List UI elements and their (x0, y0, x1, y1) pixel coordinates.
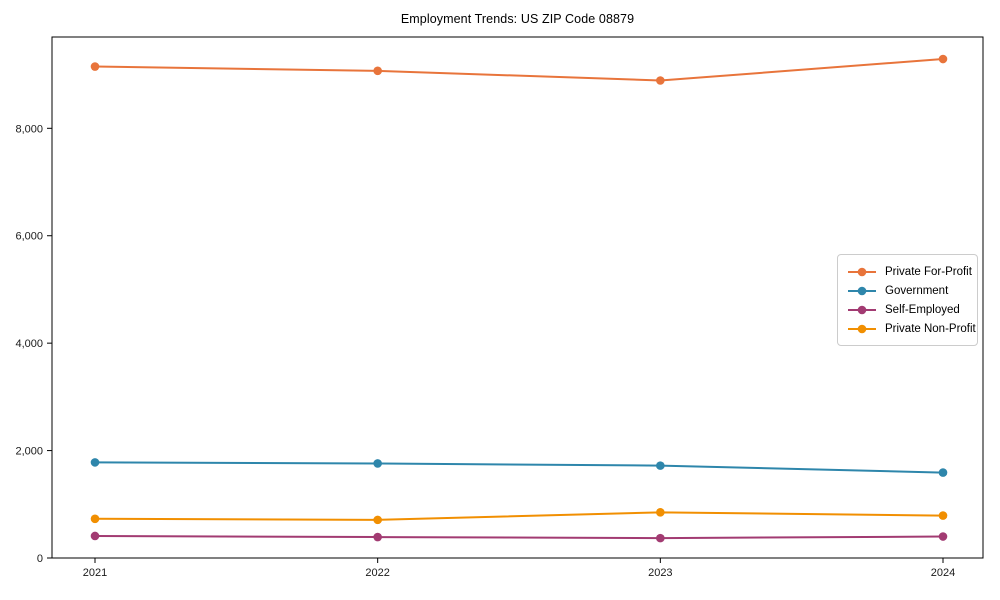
plot-border (51, 36, 984, 559)
series-line-government (94, 461, 944, 474)
data-point-private-for-profit-2021 (90, 62, 100, 71)
data-point-self-employed-2022 (373, 532, 382, 542)
data-point-private-for-profit-2023 (656, 76, 665, 85)
legend-label: Private For-Profit (885, 265, 972, 278)
data-point-government-2022 (373, 459, 382, 468)
data-point-government-2023 (656, 461, 665, 470)
legend-label: Self-Employed (885, 303, 960, 316)
chart-title: Employment Trends: US ZIP Code 08879 (400, 12, 635, 26)
data-point-government-2021 (90, 458, 100, 467)
data-point-private-non-profit-2021 (90, 514, 100, 524)
data-point-private-non-profit-2022 (373, 515, 382, 525)
y-tick-label: 2,000 (15, 446, 43, 458)
legend-line-marker-icon (848, 286, 876, 295)
data-point-government-2024 (938, 468, 948, 477)
legend-item-private-for-profit: Private For-Profit (847, 262, 972, 281)
series-line-self-employed (94, 534, 944, 540)
legend-item-self-employed: Self-Employed (847, 300, 969, 319)
data-point-private-non-profit-2024 (938, 511, 948, 520)
legend-label: Government (885, 284, 949, 297)
data-point-private-non-profit-2023 (656, 508, 665, 517)
legend-line-marker-icon (848, 267, 876, 276)
legend-label: Private Non-Profit (885, 322, 976, 335)
y-tick-label: 8,000 (15, 123, 43, 135)
legend-line-marker-icon (848, 324, 876, 333)
x-tick-label: 2024 (931, 567, 955, 579)
series-line-private-non-profit (94, 511, 944, 521)
x-tick-label: 2022 (365, 567, 389, 579)
data-point-self-employed-2021 (90, 531, 100, 541)
series-line-private-for-profit (94, 58, 944, 82)
data-point-private-for-profit-2024 (938, 54, 948, 64)
y-tick-label: 6,000 (15, 231, 43, 243)
y-tick-label: 4,000 (15, 338, 43, 350)
data-point-self-employed-2023 (656, 533, 665, 543)
y-tick-label: 0 (37, 553, 43, 565)
legend-line-marker-icon (848, 305, 876, 314)
x-tick-label: 2023 (648, 567, 672, 579)
data-point-private-for-profit-2022 (373, 66, 382, 76)
legend-item-government: Government (847, 281, 969, 300)
data-point-self-employed-2024 (938, 532, 948, 541)
legend-item-private-non-profit: Private Non-Profit (847, 319, 976, 338)
x-tick-label: 2021 (83, 567, 107, 579)
legend: Private For-Profit Government Self-Employe… (837, 254, 978, 346)
